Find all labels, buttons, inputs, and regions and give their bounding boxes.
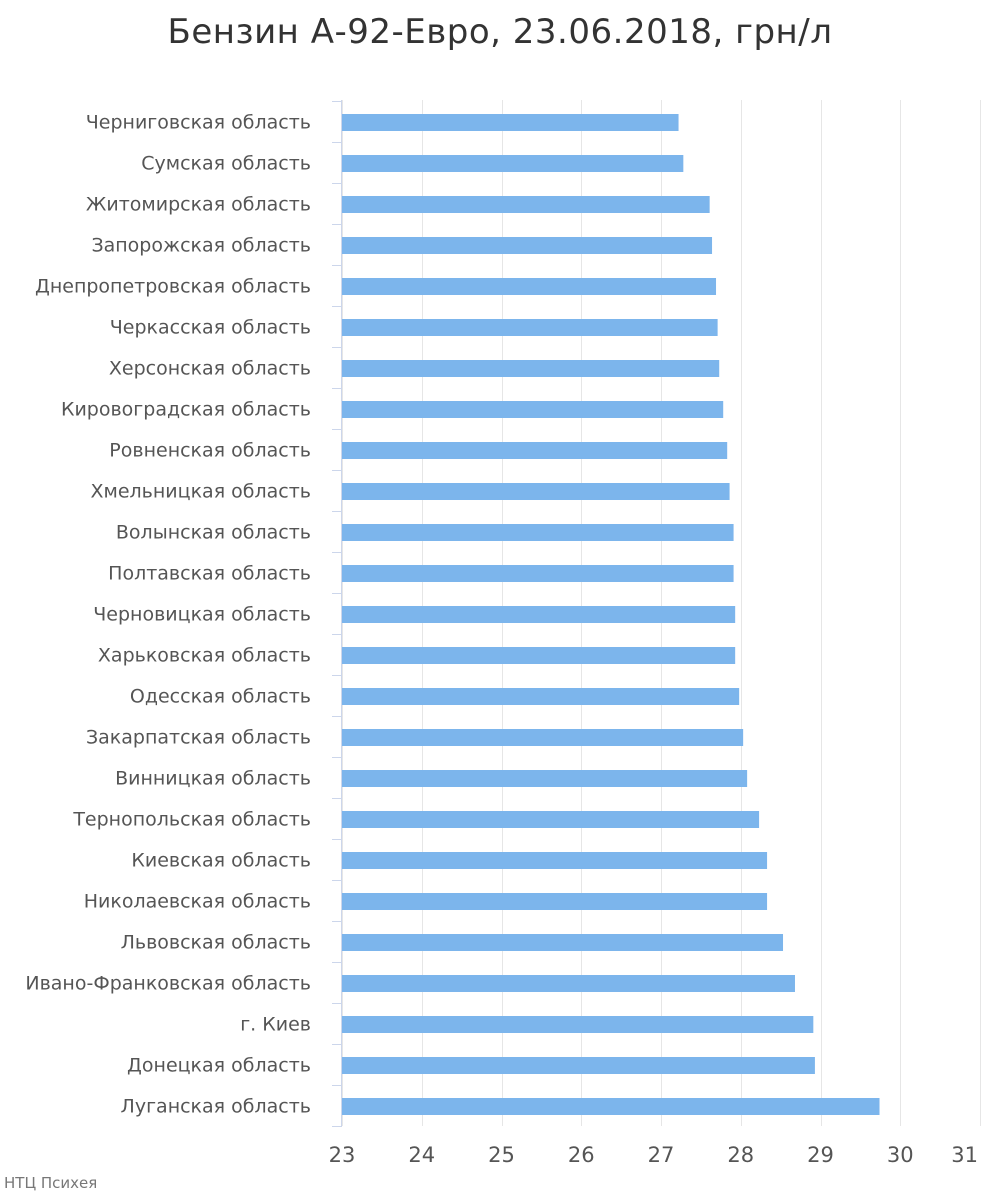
chart-title: Бензин А-92-Евро, 23.06.2018, грн/л xyxy=(167,12,833,52)
bar-23[interactable] xyxy=(342,1057,815,1074)
category-label-6: Херсонская область xyxy=(109,358,311,380)
bar-21[interactable] xyxy=(342,975,795,992)
bar-14[interactable] xyxy=(342,688,740,705)
bar-17[interactable] xyxy=(342,811,760,828)
bar-5[interactable] xyxy=(342,319,718,336)
x-tick-label-5: 28 xyxy=(727,1143,754,1167)
bar-7[interactable] xyxy=(342,401,724,418)
category-label-22: г. Киев xyxy=(240,1014,311,1036)
x-tick-label-6: 29 xyxy=(807,1143,834,1167)
bar-20[interactable] xyxy=(342,934,784,951)
bar-12[interactable] xyxy=(342,606,736,623)
bar-0[interactable] xyxy=(342,114,679,131)
bar-6[interactable] xyxy=(342,360,720,377)
category-label-2: Житомирская область xyxy=(86,194,311,216)
bar-11[interactable] xyxy=(342,565,734,582)
x-tick-label-0: 23 xyxy=(329,1143,356,1167)
bar-18[interactable] xyxy=(342,852,768,869)
bar-24[interactable] xyxy=(342,1098,880,1115)
category-label-17: Тернопольская область xyxy=(72,809,311,831)
x-tick-label-1: 24 xyxy=(408,1143,435,1167)
category-label-19: Николаевская область xyxy=(84,891,311,913)
bar-4[interactable] xyxy=(342,278,717,295)
category-label-7: Кировоградская область xyxy=(61,399,311,421)
bar-10[interactable] xyxy=(342,524,734,541)
category-label-5: Черкасская область xyxy=(110,317,311,339)
bar-3[interactable] xyxy=(342,237,713,254)
bar-9[interactable] xyxy=(342,483,730,500)
bars xyxy=(342,114,880,1115)
bar-13[interactable] xyxy=(342,647,736,664)
category-label-9: Хмельницкая область xyxy=(90,481,311,503)
x-tick-label-3: 26 xyxy=(568,1143,595,1167)
category-label-18: Киевская область xyxy=(131,850,311,872)
category-label-10: Волынская область xyxy=(116,522,311,544)
category-label-1: Сумская область xyxy=(141,153,311,175)
category-label-20: Львовская область xyxy=(121,932,311,954)
bar-2[interactable] xyxy=(342,196,710,213)
category-label-12: Черновицкая область xyxy=(93,604,311,626)
category-label-23: Донецкая область xyxy=(127,1055,311,1077)
bar-1[interactable] xyxy=(342,155,684,172)
category-label-14: Одесская область xyxy=(130,686,311,708)
credit-text: НТЦ Психея xyxy=(4,1174,98,1192)
category-labels: Черниговская область Сумская область Житом… xyxy=(25,112,311,1118)
x-axis-ticks: 23 24 25 26 27 28 29 30 31 xyxy=(329,1143,978,1167)
category-label-21: Ивано-Франковская область xyxy=(25,973,311,995)
bar-16[interactable] xyxy=(342,770,748,787)
category-label-3: Запорожская область xyxy=(91,235,311,257)
bar-22[interactable] xyxy=(342,1016,814,1033)
x-tick-label-8: 31 xyxy=(951,1143,978,1167)
category-label-11: Полтавская область xyxy=(108,563,311,585)
x-tick-label-2: 25 xyxy=(488,1143,515,1167)
x-tick-label-4: 27 xyxy=(648,1143,675,1167)
category-label-0: Черниговская область xyxy=(86,112,311,134)
category-label-13: Харьковская область xyxy=(98,645,311,667)
bar-19[interactable] xyxy=(342,893,768,910)
category-label-8: Ровненская область xyxy=(109,440,311,462)
category-label-24: Луганская область xyxy=(121,1096,311,1118)
category-label-4: Днепропетровская область xyxy=(35,276,311,298)
category-label-15: Закарпатская область xyxy=(86,727,311,749)
bar-15[interactable] xyxy=(342,729,744,746)
x-tick-label-7: 30 xyxy=(887,1143,914,1167)
category-label-16: Винницкая область xyxy=(115,768,311,790)
bar-8[interactable] xyxy=(342,442,728,459)
